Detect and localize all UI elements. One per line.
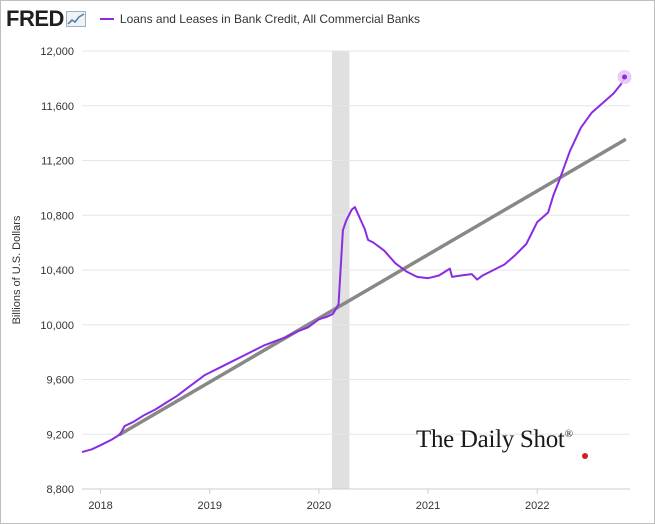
legend-label[interactable]: Loans and Leases in Bank Credit, All Com… xyxy=(119,12,421,26)
y-tick-label: 12,000 xyxy=(40,46,74,58)
legend-swatch xyxy=(99,18,114,20)
fred-chart-icon xyxy=(65,11,86,27)
y-tick-label: 11,600 xyxy=(41,101,74,113)
chart-header: FRED Loans and Leases in Bank Credit, Al… xyxy=(6,6,420,32)
gridlines-group xyxy=(82,50,630,490)
last-point-marker xyxy=(622,74,628,80)
y-tick-label: 10,400 xyxy=(40,265,74,277)
x-tick-label: 2020 xyxy=(307,500,331,512)
y-tick-label: 10,800 xyxy=(40,210,74,222)
watermark-text: The Daily Shot xyxy=(416,426,565,453)
y-tick-label: 11,200 xyxy=(41,156,74,168)
watermark-dot xyxy=(582,453,588,459)
x-tick-label: 2018 xyxy=(88,500,112,512)
watermark: The Daily Shot® xyxy=(416,426,573,454)
x-tick-label: 2019 xyxy=(197,500,221,512)
x-tick-labels-group: 2018 2019 2020 2021 2022 xyxy=(88,489,549,512)
y-tick-labels-group: 8,800 9,200 9,600 10,000 10,400 10,800 11,200 1… xyxy=(40,46,74,496)
x-tick-label: 2021 xyxy=(416,500,440,512)
fred-logo[interactable]: FRED xyxy=(6,6,64,31)
y-tick-label: 8,800 xyxy=(46,484,74,496)
y-tick-label: 10,000 xyxy=(40,320,74,332)
y-axis-title: Billions of U.S. Dollars xyxy=(11,215,23,324)
series-group xyxy=(81,70,632,454)
trend-line xyxy=(118,138,627,436)
series-line xyxy=(81,76,626,454)
y-tick-label: 9,600 xyxy=(46,375,74,387)
y-tick-label: 9,200 xyxy=(46,429,74,441)
x-tick-label: 2022 xyxy=(525,500,549,512)
watermark-registered-mark: ® xyxy=(564,428,573,440)
